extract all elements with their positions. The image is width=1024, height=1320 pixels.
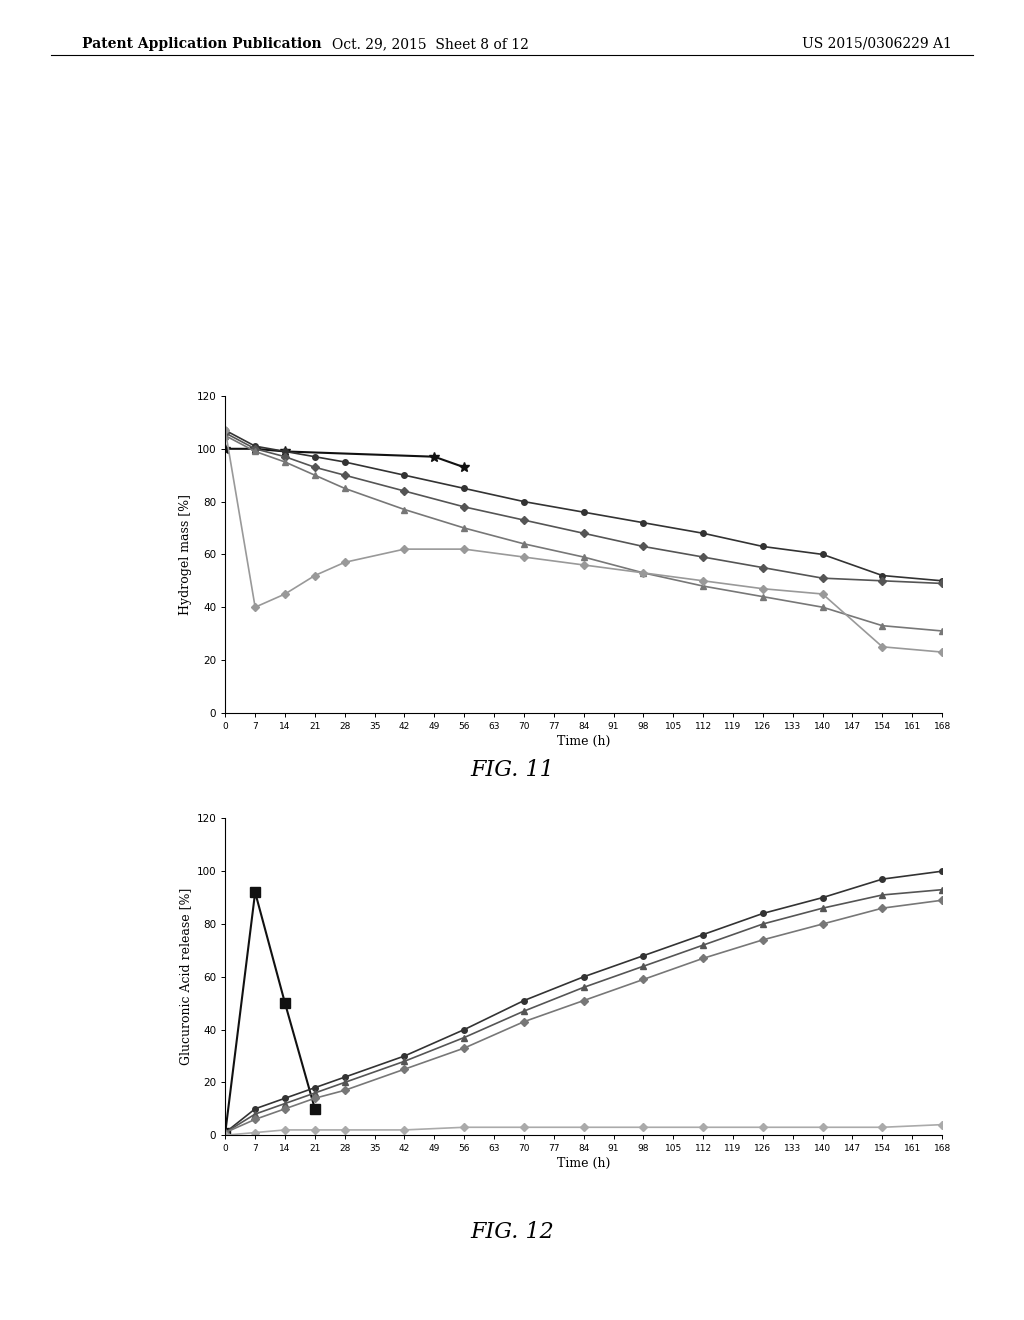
Text: Oct. 29, 2015  Sheet 8 of 12: Oct. 29, 2015 Sheet 8 of 12: [332, 37, 528, 51]
Text: FIG. 11: FIG. 11: [470, 759, 554, 781]
Y-axis label: Glucuronic Acid release [%]: Glucuronic Acid release [%]: [179, 888, 193, 1065]
X-axis label: Time (h): Time (h): [557, 735, 610, 748]
Y-axis label: Hydrogel mass [%]: Hydrogel mass [%]: [179, 494, 193, 615]
Text: Patent Application Publication: Patent Application Publication: [82, 37, 322, 51]
X-axis label: Time (h): Time (h): [557, 1158, 610, 1171]
Text: FIG. 12: FIG. 12: [470, 1221, 554, 1243]
Text: US 2015/0306229 A1: US 2015/0306229 A1: [803, 37, 952, 51]
